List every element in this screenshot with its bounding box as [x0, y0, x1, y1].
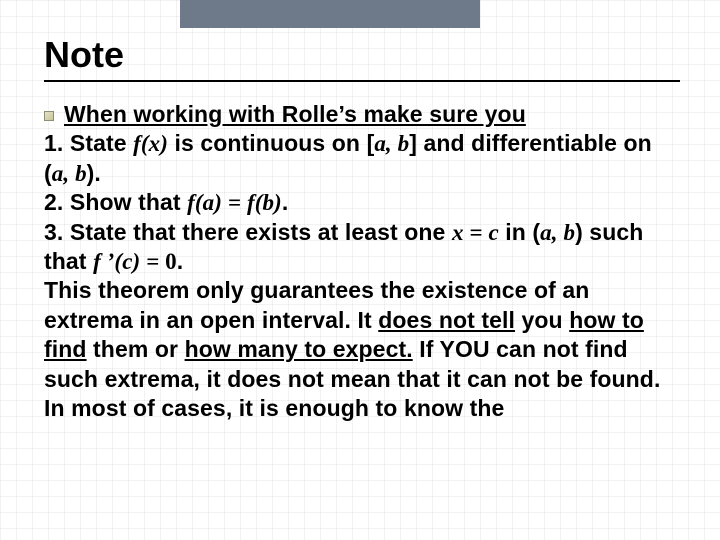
- text: State: [70, 130, 133, 156]
- text: .: [282, 189, 289, 215]
- math-fprimec: f ’(c) =: [93, 249, 165, 274]
- math-ab: a, b: [374, 131, 409, 156]
- math-xeqc: x = c: [452, 220, 499, 245]
- text: is continuous on [: [168, 130, 374, 156]
- text: them or: [87, 336, 185, 362]
- text: ).: [87, 160, 101, 186]
- text-underline: how many to expect.: [185, 336, 413, 362]
- intro-line: When working with Rolle’s make sure you: [64, 101, 526, 127]
- math-fx: f(x): [133, 131, 168, 156]
- text-underline: does not tell: [378, 307, 515, 333]
- math-faeqfb: f(a) = f(b): [187, 190, 282, 215]
- title-accent-bar: [180, 0, 480, 28]
- math-ab: a, b: [52, 161, 87, 186]
- text: you: [515, 307, 569, 333]
- slide-body: When working with Rolle’s make sure you …: [44, 100, 680, 424]
- slide-content: Note When working with Rolle’s make sure…: [44, 36, 680, 424]
- text: State that there exists at least one: [70, 219, 452, 245]
- text: in (: [499, 219, 540, 245]
- text: Show that: [70, 189, 187, 215]
- text: 3.: [44, 219, 70, 245]
- text: 1.: [44, 130, 70, 156]
- math-ab: a, b: [540, 220, 575, 245]
- math-zero: 0: [165, 249, 177, 274]
- text: .: [177, 248, 184, 274]
- slide-title: Note: [44, 36, 680, 82]
- bullet-icon: [44, 111, 54, 121]
- text: 2.: [44, 189, 70, 215]
